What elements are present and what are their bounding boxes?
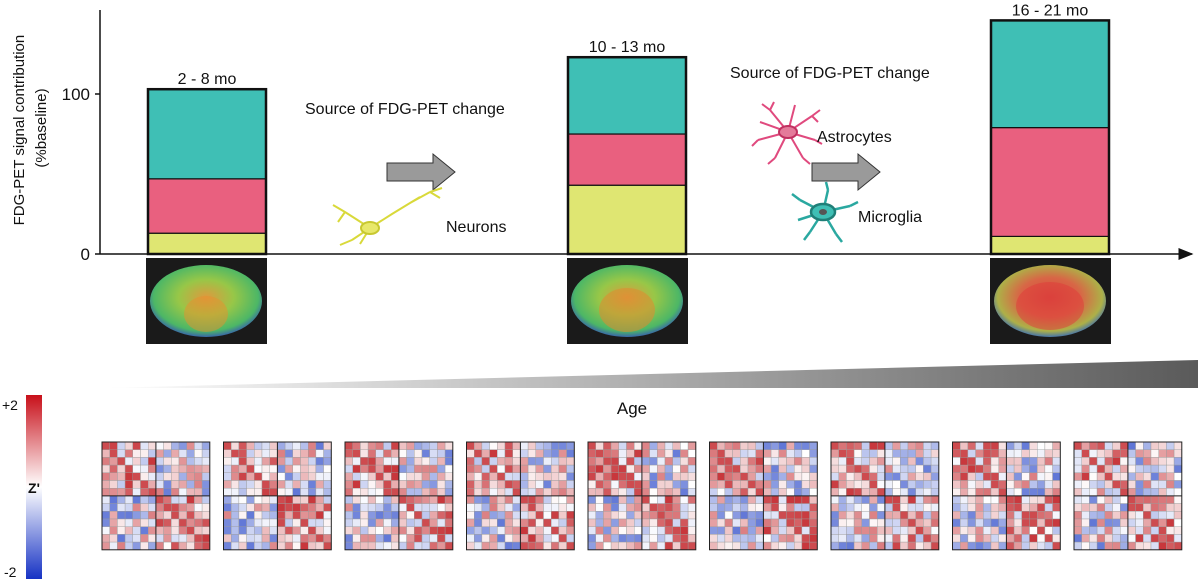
correlation-matrix-8 — [952, 441, 1061, 551]
bar-outline-1 — [146, 87, 268, 256]
correlation-matrix-2 — [223, 441, 332, 551]
correlation-matrix-5 — [587, 441, 697, 551]
source-label-1: Source of FDG-PET change — [305, 101, 505, 118]
colorbar-label: Z' — [28, 480, 40, 496]
correlation-matrix-9 — [1073, 441, 1183, 551]
bar-segment-astrocytes-1 — [147, 178, 267, 234]
bar-segment-neurons-3 — [990, 235, 1110, 255]
correlation-matrix-4 — [466, 441, 575, 551]
brain-pet-image-3 — [990, 258, 1111, 344]
z-score-colorbar: +2 Z' -2 — [2, 395, 42, 580]
y-axis-label: FDG-PET signal contribution (%baseline) — [11, 31, 50, 226]
bar-segment-neurons-2 — [567, 184, 687, 255]
bar-segment-microglia-2 — [567, 56, 687, 135]
progression-arrow-1 — [386, 152, 456, 192]
bar-category-label-3: 16 - 21 mo — [1012, 2, 1089, 19]
bar-segment-neurons-1 — [147, 232, 267, 255]
age-gradient-wedge — [104, 360, 1198, 388]
colorbar-max: +2 — [2, 397, 18, 413]
bar-category-label-2: 10 - 13 mo — [589, 39, 666, 56]
microglia-label: Microglia — [858, 209, 922, 226]
colorbar-min: -2 — [4, 564, 17, 580]
bar-outline-3 — [989, 19, 1111, 256]
astrocytes-label: Astrocytes — [817, 129, 892, 146]
neuron-icon — [332, 187, 443, 246]
bar-outline-2 — [566, 55, 688, 256]
progression-arrow-2 — [811, 152, 881, 192]
age-label: Age — [617, 399, 647, 418]
bar-category-label-1: 2 - 8 mo — [178, 71, 237, 88]
brain-pet-image-1 — [146, 258, 267, 344]
source-label-2: Source of FDG-PET change — [730, 65, 930, 82]
bar-segment-astrocytes-2 — [567, 133, 687, 186]
correlation-matrix-1 — [101, 441, 211, 551]
astrocyte-icon — [751, 101, 823, 165]
bar-segment-astrocytes-3 — [990, 126, 1110, 238]
correlation-matrix-7 — [830, 441, 940, 551]
neurons-label: Neurons — [446, 219, 506, 236]
y-tick-0: 0 — [81, 245, 90, 264]
stacked-bars: 2 - 8 mo 10 - 13 mo 16 - 21 mo — [146, 2, 1111, 256]
correlation-matrix-3 — [344, 441, 454, 551]
bar-segment-microglia-1 — [147, 88, 267, 180]
y-axis: 0 100 FDG-PET signal contribution (%base… — [11, 10, 101, 264]
correlation-matrix-6 — [709, 441, 818, 551]
bar-segment-microglia-3 — [990, 19, 1110, 129]
correlation-matrices — [101, 441, 1183, 551]
y-tick-100: 100 — [62, 85, 90, 104]
brain-pet-image-2 — [567, 258, 688, 344]
microglia-icon — [791, 181, 859, 243]
